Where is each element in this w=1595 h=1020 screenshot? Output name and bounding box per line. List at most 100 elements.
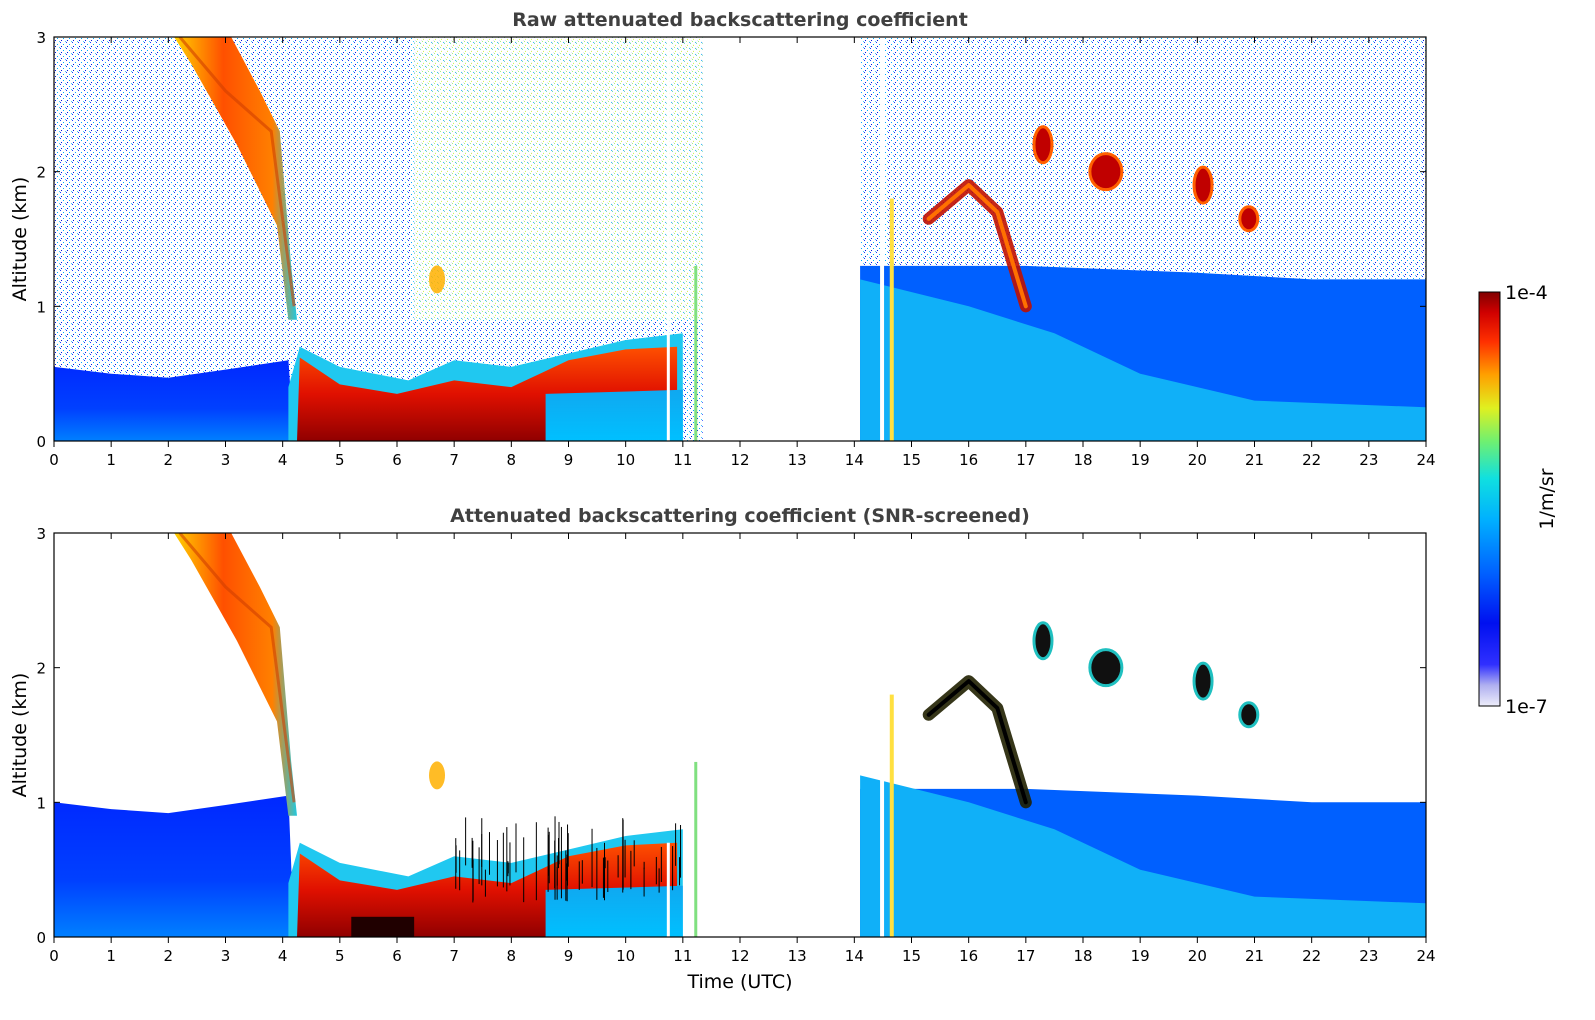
- small-cloud: [1032, 621, 1054, 661]
- x-tick-label: 22: [1302, 451, 1321, 469]
- elevated-cloud-core: [926, 183, 1028, 309]
- x-tick-label: 5: [335, 451, 345, 469]
- data-gap: [702, 37, 861, 441]
- colorbar: 1e-4 1e-7 1/m/sr: [1478, 282, 1558, 718]
- x-tick-label: 1: [106, 947, 116, 965]
- x-tick-label: 1: [106, 451, 116, 469]
- x-tick-label: 7: [449, 947, 459, 965]
- x-tick-label: 16: [959, 947, 978, 965]
- noise-field-green: [414, 37, 703, 320]
- y-tick-label: 0: [36, 433, 46, 451]
- x-tick-label: 18: [1073, 947, 1092, 965]
- x-tick-label: 15: [902, 451, 921, 469]
- small-cloud: [1238, 701, 1260, 729]
- x-tick-label: 23: [1359, 451, 1378, 469]
- x-tick-label: 18: [1073, 451, 1092, 469]
- x-tick-label: 19: [1131, 451, 1150, 469]
- x-tick-label: 4: [278, 947, 288, 965]
- small-cloud: [1032, 125, 1054, 165]
- y-tick-label: 3: [36, 29, 46, 47]
- missing-profile: [666, 842, 670, 937]
- elevated-cloud: [922, 675, 1032, 809]
- x-tick-label: 17: [1016, 451, 1035, 469]
- elevated-cloud-core: [926, 679, 1028, 805]
- x-tick-label: 24: [1416, 451, 1435, 469]
- x-tick-label: 8: [507, 451, 517, 469]
- x-tick-label: 20: [1188, 451, 1207, 469]
- x-tick-label: 9: [564, 947, 574, 965]
- low-aerosol-cyan-right: [860, 775, 1426, 937]
- x-tick-label: 8: [507, 947, 517, 965]
- x-tick-label: 15: [902, 947, 921, 965]
- x-tick-label: 11: [673, 451, 692, 469]
- x-tick-label: 23: [1359, 947, 1378, 965]
- x-tick-label: 14: [845, 451, 864, 469]
- x-tick-label: 21: [1245, 947, 1264, 965]
- colorbar-gradient: [1478, 291, 1501, 707]
- falling-layer-core: [178, 533, 296, 803]
- screened-plot-area: [54, 533, 1426, 937]
- y-tick-label: 0: [36, 929, 46, 947]
- bright-profile-right: [889, 694, 894, 937]
- small-cloud: [1238, 205, 1260, 233]
- x-tick-label: 2: [164, 451, 174, 469]
- x-tick-label: 7: [449, 451, 459, 469]
- bright-profile-right: [889, 198, 894, 441]
- screened-y-axis-label: Altitude (km): [9, 673, 31, 798]
- low-aerosol-layer-left: [54, 795, 295, 937]
- x-tick-label: 6: [392, 947, 402, 965]
- x-tick-label: 2: [164, 947, 174, 965]
- aerosol-plume: [429, 265, 446, 294]
- screened-y-axis: 0 1 2 3: [36, 525, 1426, 947]
- x-tick-label: 10: [616, 947, 635, 965]
- raw-backscatter-panel: Raw attenuated backscattering coefficien…: [9, 9, 1436, 469]
- x-tick-label: 3: [221, 947, 231, 965]
- x-tick-label: 20: [1188, 947, 1207, 965]
- colorbar-unit-label: 1/m/sr: [1536, 468, 1558, 529]
- low-aerosol-cyan-right: [860, 279, 1426, 441]
- x-tick-label: 12: [730, 947, 749, 965]
- x-tick-label: 19: [1131, 947, 1150, 965]
- raw-y-axis: 0 1 2 3: [36, 29, 1426, 451]
- saturated-core: [351, 916, 415, 937]
- isolated-profile: [694, 265, 698, 441]
- screened-backscatter-panel: Attenuated backscattering coefficient (S…: [9, 505, 1436, 993]
- x-tick-label: 17: [1016, 947, 1035, 965]
- y-tick-label: 2: [36, 164, 46, 182]
- x-tick-label: 13: [788, 451, 807, 469]
- x-tick-label: 0: [49, 947, 59, 965]
- x-tick-label: 3: [221, 451, 231, 469]
- x-tick-label: 5: [335, 947, 345, 965]
- x-tick-label: 13: [788, 947, 807, 965]
- x-tick-label: 24: [1416, 947, 1435, 965]
- y-tick-label: 1: [36, 794, 46, 812]
- falling-layer: [174, 533, 297, 816]
- x-tick-label: 16: [959, 451, 978, 469]
- isolated-profile: [694, 761, 698, 937]
- boundary-layer-cyan: [545, 389, 683, 441]
- x-tick-label: 4: [278, 451, 288, 469]
- raw-plot-area: [54, 37, 1426, 441]
- aerosol-plume: [429, 761, 446, 790]
- missing-profile-right: [880, 775, 885, 937]
- falling-layer-core: [178, 37, 296, 307]
- x-tick-label: 9: [564, 451, 574, 469]
- raw-x-axis: 0 1 2 3 4 5 6 7 8 9 10 11 12 13 14 15 16 17 18 19 20 21 22 23 24: [49, 37, 1436, 469]
- data-gap: [702, 533, 861, 937]
- small-cloud: [1192, 165, 1214, 205]
- screened-x-axis: 0 1 2 3 4 5 6 7 8 9 10 11 12 13 14 15 16 17 18 19 20 21 22 23 24: [49, 533, 1436, 965]
- raw-panel-title: Raw attenuated backscattering coefficien…: [512, 9, 968, 31]
- small-cloud: [1192, 661, 1214, 701]
- colorbar-max-label: 1e-4: [1505, 282, 1548, 304]
- boundary-layer-core: [297, 346, 678, 441]
- x-tick-label: 12: [730, 451, 749, 469]
- x-tick-label: 10: [616, 451, 635, 469]
- x-tick-label: 14: [845, 947, 864, 965]
- x-tick-label: 0: [49, 451, 59, 469]
- x-tick-label: 11: [673, 947, 692, 965]
- x-tick-label: 21: [1245, 451, 1264, 469]
- raw-y-axis-label: Altitude (km): [9, 177, 31, 302]
- x-tick-label: 22: [1302, 947, 1321, 965]
- x-tick-label: 6: [392, 451, 402, 469]
